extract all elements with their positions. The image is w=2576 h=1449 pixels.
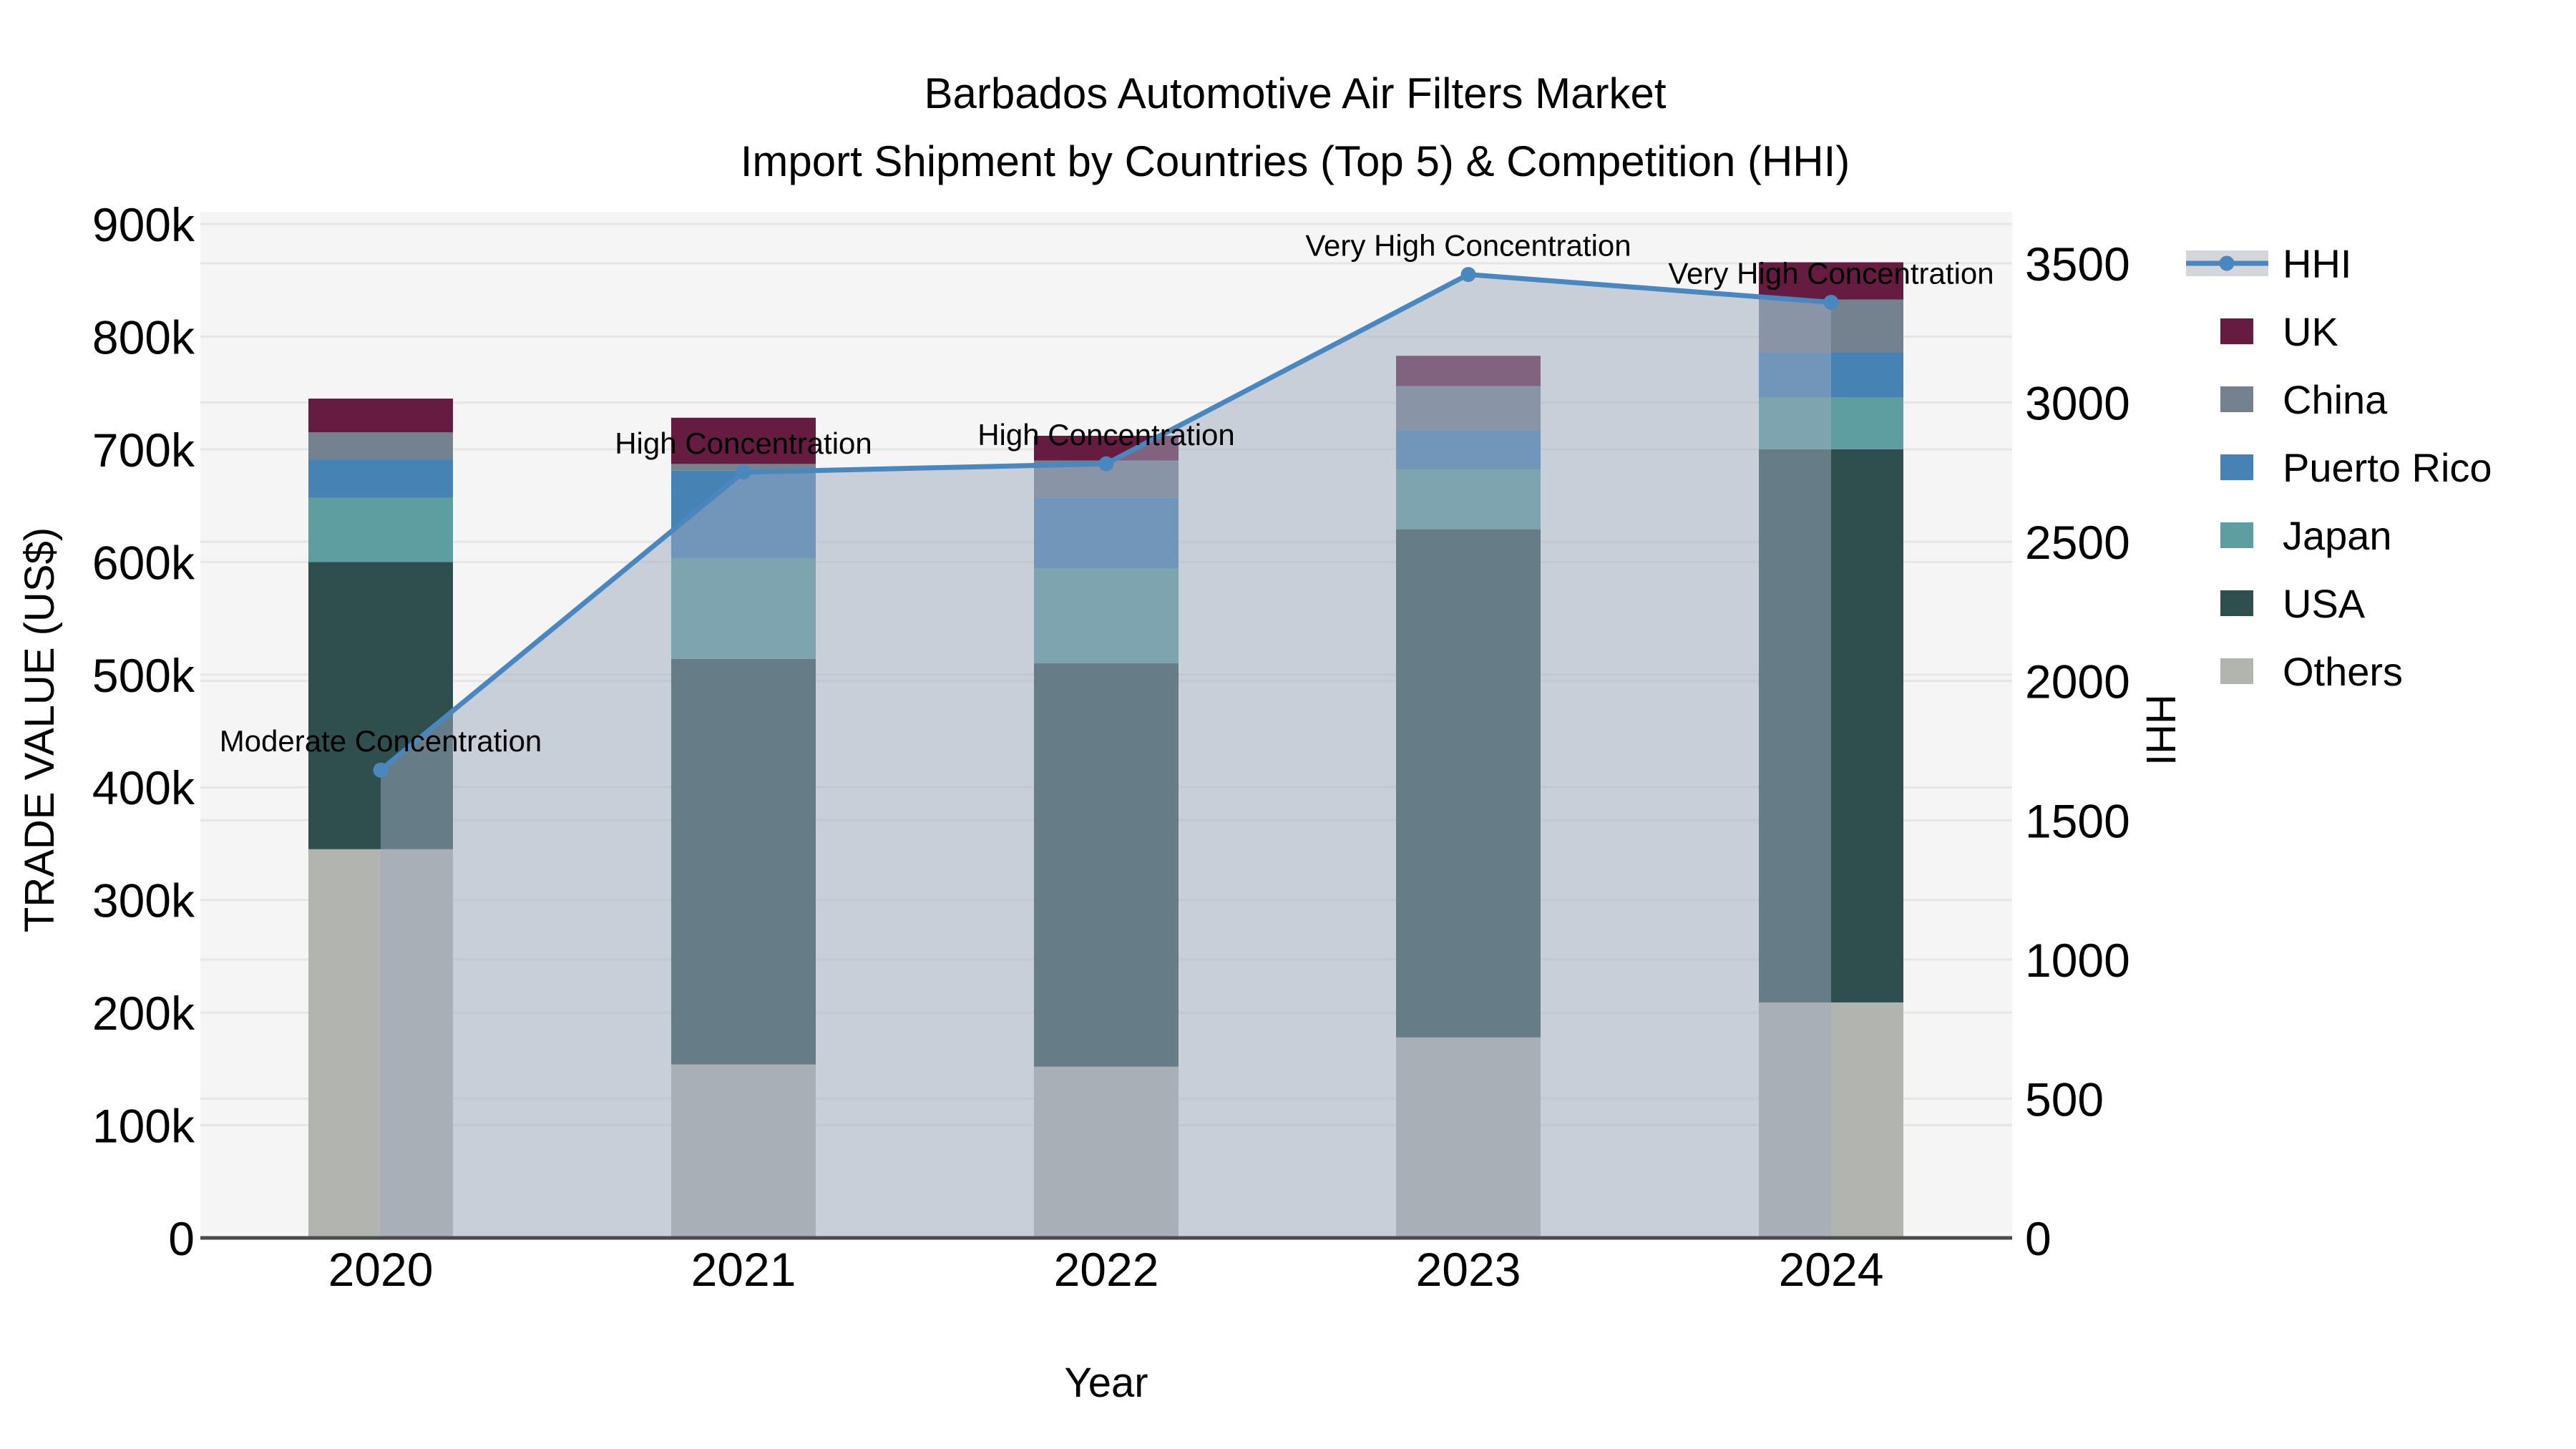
legend-label-china: China <box>2283 377 2388 422</box>
y-left-tick-800k: 800k <box>92 311 195 364</box>
legend-label-hhi: HHI <box>2283 241 2351 286</box>
axis-tick-labels: 0 100k 200k 300k 400k 500k 600k 700k 800k 900k 0 50… <box>92 198 2130 1296</box>
bar-segment-2020-japan <box>308 497 453 562</box>
bar-segment-2021-uk <box>671 417 816 464</box>
x-tick-2023: 2023 <box>1416 1243 1521 1296</box>
x-tick-2020: 2020 <box>328 1243 434 1296</box>
x-tick-2024: 2024 <box>1779 1243 1884 1296</box>
x-tick-2021: 2021 <box>691 1243 796 1296</box>
y-left-tick-200k: 200k <box>92 987 195 1040</box>
hhi-marker-2020 <box>373 762 389 778</box>
annotation-2022: High Concentration <box>977 418 1235 452</box>
legend-swatch-uk <box>2220 318 2253 344</box>
hhi-area-polygon <box>381 274 1831 1239</box>
y-right-tick-2500: 2500 <box>2025 516 2130 569</box>
y-right-tick-1000: 1000 <box>2025 934 2130 987</box>
annotation-2021: High Concentration <box>615 426 872 460</box>
annotation-2023: Very High Concentration <box>1305 229 1631 263</box>
y-right-tick-3500: 3500 <box>2025 238 2130 291</box>
hhi-area-fill <box>381 274 1831 1239</box>
x-axis-title: Year <box>1064 1360 1148 1406</box>
y-left-tick-100k: 100k <box>92 1100 195 1153</box>
bar-segment-2020-china <box>308 432 453 460</box>
y-right-tick-0: 0 <box>2025 1212 2051 1265</box>
chart-title-line2: Import Shipment by Countries (Top 5) & C… <box>741 137 1850 185</box>
hhi-marker-2024 <box>1823 294 1839 310</box>
legend-label-japan: Japan <box>2283 513 2392 558</box>
y-left-tick-400k: 400k <box>92 761 195 814</box>
chart-title-line1: Barbados Automotive Air Filters Market <box>924 69 1666 117</box>
legend-swatch-usa <box>2220 590 2253 616</box>
y-right-tick-2000: 2000 <box>2025 655 2130 708</box>
legend-label-uk: UK <box>2283 309 2338 354</box>
y-right-tick-3000: 3000 <box>2025 377 2130 430</box>
hhi-line <box>373 267 1839 778</box>
legend-swatch-japan <box>2220 522 2253 548</box>
y-left-tick-600k: 600k <box>92 536 195 589</box>
y-left-axis-title: TRADE VALUE (US$) <box>16 527 63 932</box>
legend-swatch-hhi-marker <box>2219 255 2235 271</box>
legend-swatch-china <box>2220 386 2253 412</box>
hhi-marker-2021 <box>736 464 751 480</box>
bar-segment-2020-puerto-rico <box>308 459 453 498</box>
y-left-tick-300k: 300k <box>92 874 195 927</box>
legend-swatch-others <box>2220 658 2253 684</box>
legend-label-usa: USA <box>2283 581 2366 626</box>
y-right-axis-title: HHI <box>2137 694 2184 766</box>
y-left-tick-500k: 500k <box>92 649 195 702</box>
bar-segment-2020-uk <box>308 399 453 433</box>
annotation-2020: Moderate Concentration <box>220 724 542 758</box>
y-left-tick-900k: 900k <box>92 198 195 251</box>
bar-segment-2024-uk <box>1759 262 1903 300</box>
x-tick-2022: 2022 <box>1054 1243 1159 1296</box>
hhi-marker-2023 <box>1460 267 1476 283</box>
legend-label-puerto-rico: Puerto Rico <box>2283 445 2492 490</box>
y-right-tick-500: 500 <box>2025 1073 2104 1126</box>
legend: HHI UK China Puerto Rico Japan USA Others <box>2186 241 2492 694</box>
y-left-tick-700k: 700k <box>92 424 195 477</box>
annotation-2024: Very High Concentration <box>1668 256 1994 290</box>
annotations: Moderate Concentration High Concentration… <box>220 229 1994 758</box>
hhi-marker-2022 <box>1098 456 1114 472</box>
y-right-tick-1500: 1500 <box>2025 794 2130 847</box>
y-left-tick-0: 0 <box>168 1212 195 1265</box>
legend-label-others: Others <box>2283 649 2403 694</box>
legend-swatch-puerto-rico <box>2220 454 2253 480</box>
